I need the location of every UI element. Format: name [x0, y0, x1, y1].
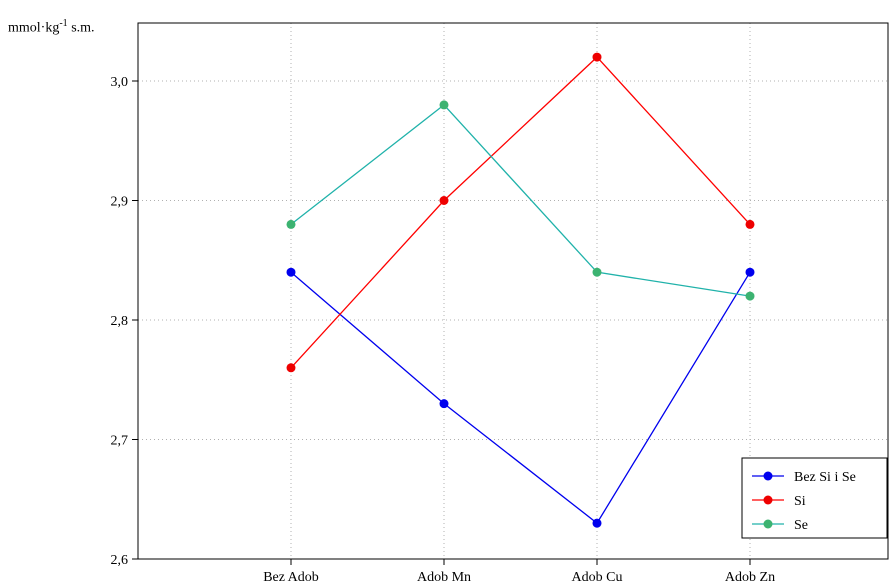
x-tick-label: Adob Zn — [725, 570, 775, 585]
x-tick-label: Bez Adob — [263, 570, 319, 585]
data-point-si — [286, 363, 296, 373]
data-point-si — [745, 219, 755, 229]
y-tick-label: 3,0 — [111, 75, 129, 90]
plot-frame — [137, 22, 889, 560]
y-axis-unit-label: mmol·kg-1 s.m. — [8, 18, 95, 36]
data-point-bez-si-i-se — [745, 267, 755, 277]
x-tick-label: Adob Mn — [417, 570, 471, 585]
y-tick-label: 2,9 — [111, 195, 129, 210]
legend-swatch-marker — [763, 519, 773, 529]
series-line-se — [290, 104, 751, 297]
data-point-bez-si-i-se — [592, 518, 602, 528]
y-tick-label: 2,8 — [111, 314, 129, 329]
data-point-si — [592, 52, 602, 62]
legend: Bez Si i Se Si Se — [741, 457, 888, 539]
x-tick-label: Adob Cu — [572, 570, 623, 585]
data-point-se — [745, 291, 755, 301]
data-point-se — [439, 100, 449, 110]
legend-label: Se — [794, 518, 808, 533]
data-point-bez-si-i-se — [286, 267, 296, 277]
y-tick-label: 2,6 — [111, 553, 129, 568]
x-axis-ticks: Bez Adob Adob Mn Adob Cu Adob Zn — [263, 559, 775, 585]
data-point-se — [592, 267, 602, 277]
series-line-bez-si-i-se — [290, 271, 751, 525]
grid-lines — [138, 23, 888, 559]
legend-swatch-marker — [763, 471, 773, 481]
legend-swatch-marker — [763, 495, 773, 505]
data-point-si — [439, 196, 449, 205]
data-point-se — [286, 219, 296, 229]
legend-label: Si — [794, 494, 806, 509]
y-tick-label: 2,7 — [111, 434, 129, 449]
series-line-si — [290, 56, 751, 369]
y-axis-ticks: 2,6 2,7 2,8 2,9 3,0 — [111, 75, 138, 568]
legend-label: Bez Si i Se — [794, 470, 856, 485]
data-point-bez-si-i-se — [439, 399, 449, 409]
series-layer — [286, 52, 755, 528]
